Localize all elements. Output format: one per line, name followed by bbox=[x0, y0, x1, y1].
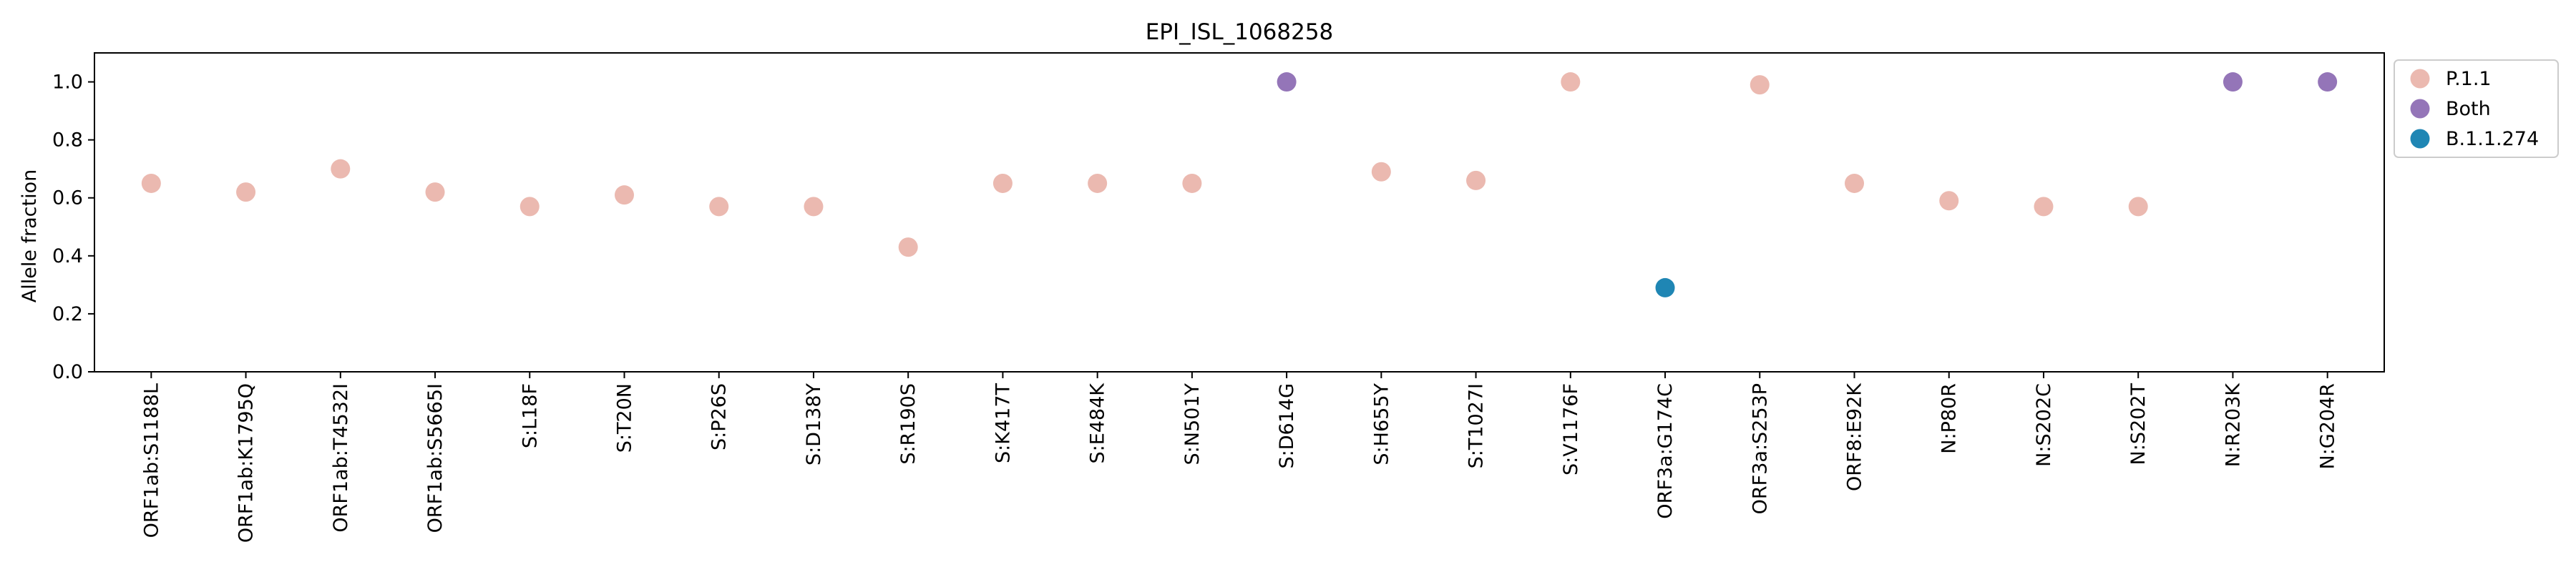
x-tick-label: S:E484K bbox=[1087, 383, 1109, 464]
data-point bbox=[2128, 197, 2148, 217]
data-point bbox=[898, 237, 918, 257]
y-tick-label: 1.0 bbox=[52, 72, 83, 94]
data-point bbox=[1277, 72, 1297, 92]
data-point bbox=[519, 197, 540, 217]
x-tick-label: S:T20N bbox=[613, 383, 635, 453]
x-tick-label: ORF1ab:S1188L bbox=[140, 383, 162, 538]
legend-label: Both bbox=[2446, 98, 2491, 120]
legend: P.1.1 Both B.1.1.274 bbox=[2394, 59, 2559, 158]
x-tick-label: ORF1ab:T4532I bbox=[330, 383, 352, 533]
x-tick-label: S:N501Y bbox=[1181, 383, 1204, 465]
x-tick-label: N:R203K bbox=[2222, 383, 2244, 468]
data-point bbox=[2223, 72, 2243, 92]
x-tick-label: ORF3a:S253P bbox=[1749, 383, 1771, 514]
data-point bbox=[1845, 173, 1865, 193]
chart-title: EPI_ISL_1068258 bbox=[1146, 19, 1334, 45]
legend-marker bbox=[2410, 99, 2430, 119]
x-tick-label: ORF1ab:S5665I bbox=[424, 383, 447, 533]
y-tick-label: 0.4 bbox=[52, 245, 83, 267]
x-tick-label: ORF8:E92K bbox=[1844, 383, 1866, 491]
x-tick-label: S:K417T bbox=[992, 383, 1014, 463]
legend-marker bbox=[2410, 129, 2430, 149]
x-tick-label: S:P26S bbox=[708, 383, 731, 450]
data-point bbox=[2034, 197, 2054, 217]
data-point bbox=[331, 159, 351, 179]
y-tick-label: 0.6 bbox=[52, 187, 83, 209]
x-tick-label: S:L18F bbox=[519, 383, 541, 448]
x-tick-label: ORF1ab:K1795Q bbox=[235, 383, 258, 543]
y-tick-label: 0.8 bbox=[52, 129, 83, 152]
y-axis-label: Allele fraction bbox=[19, 169, 41, 303]
data-point bbox=[1939, 191, 1959, 211]
data-point bbox=[1466, 170, 1486, 190]
x-tick-label: S:T1027I bbox=[1465, 383, 1488, 468]
y-tick-label: 0.2 bbox=[52, 303, 83, 325]
data-point bbox=[425, 182, 445, 202]
y-tick-label: 0.0 bbox=[52, 361, 83, 383]
data-point bbox=[804, 197, 824, 217]
data-point bbox=[1561, 72, 1581, 92]
x-tick-label: S:V1176F bbox=[1560, 383, 1582, 475]
legend-marker bbox=[2410, 69, 2430, 89]
y-axis: 0.0 0.2 0.4 0.6 0.8 1.0 bbox=[52, 72, 94, 383]
data-point bbox=[1655, 277, 1675, 297]
x-tick-label: N:G204R bbox=[2317, 383, 2339, 470]
x-tick-label: N:S202T bbox=[2127, 383, 2150, 465]
data-point bbox=[1371, 162, 1391, 182]
x-tick-label: ORF3a:G174C bbox=[1654, 383, 1677, 519]
legend-label: B.1.1.274 bbox=[2446, 128, 2539, 150]
data-point bbox=[709, 197, 729, 217]
data-point bbox=[1750, 75, 1770, 95]
data-point bbox=[992, 173, 1013, 193]
data-point bbox=[1182, 173, 1202, 193]
x-tick-label: S:R190S bbox=[897, 383, 919, 465]
data-point bbox=[614, 185, 634, 205]
x-tick-label: N:S202C bbox=[2033, 383, 2055, 467]
x-tick-label: S:D614G bbox=[1276, 383, 1298, 468]
x-tick-label: S:D138Y bbox=[803, 383, 825, 466]
x-tick-label: S:H655Y bbox=[1370, 383, 1392, 465]
data-point bbox=[236, 182, 256, 202]
plot-frame bbox=[94, 52, 2385, 373]
x-tick-label: N:P80R bbox=[1938, 383, 1961, 454]
legend-box bbox=[2394, 59, 2559, 158]
data-point bbox=[141, 173, 161, 193]
legend-label: P.1.1 bbox=[2446, 68, 2492, 90]
data-point bbox=[1088, 173, 1108, 193]
data-points bbox=[141, 72, 2338, 297]
x-axis: ORF1ab:S1188L ORF1ab:K1795Q ORF1ab:T4532I O… bbox=[140, 372, 2339, 543]
data-point bbox=[2318, 72, 2338, 92]
